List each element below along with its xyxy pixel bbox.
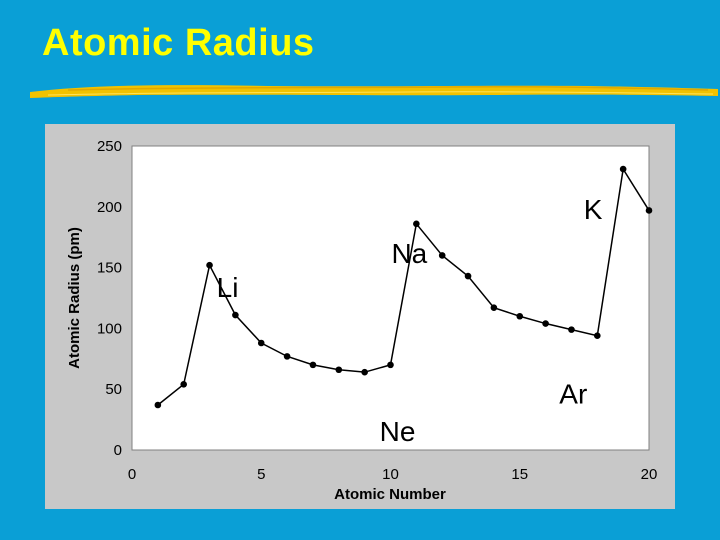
- series-points: [154, 165, 653, 409]
- annotation-li: Li: [217, 272, 239, 303]
- x-axis-title: Atomic Number: [334, 486, 446, 503]
- element-annotations: Li Ne Na Ar K: [217, 194, 603, 447]
- data-point-z17: [568, 326, 575, 333]
- data-point-z6: [283, 353, 291, 360]
- data-point-z2: [180, 381, 187, 388]
- y-axis-title: Atomic Radius (pm): [66, 227, 83, 369]
- y-tick-label-250: 250: [97, 138, 122, 155]
- data-point-z5: [257, 339, 265, 347]
- x-axis-ticks: 0 5 10 15 20: [128, 466, 658, 483]
- data-point-z1: [154, 401, 162, 409]
- data-point-z18: [594, 332, 601, 339]
- data-point-z12: [438, 252, 446, 259]
- data-point-z20: [645, 207, 653, 214]
- data-point-z14: [490, 304, 498, 312]
- slide-title: Atomic Radius: [42, 22, 315, 64]
- data-point-z13: [464, 272, 472, 280]
- data-point-z7: [309, 361, 317, 369]
- x-tick-label-0: 0: [128, 466, 136, 483]
- data-point-z16: [542, 320, 549, 327]
- plot-area: [131, 145, 650, 451]
- x-tick-label-20: 20: [641, 466, 658, 483]
- x-tick-label-15: 15: [511, 466, 528, 483]
- data-point-z8: [335, 366, 343, 374]
- data-point-z4: [232, 311, 239, 319]
- data-point-z11: [413, 220, 420, 228]
- annotation-ar: Ar: [559, 379, 587, 410]
- data-point-z3: [206, 261, 213, 269]
- data-point-z15: [516, 312, 524, 320]
- data-point-z19: [619, 165, 627, 173]
- x-tick-label-5: 5: [257, 466, 265, 483]
- y-axis-ticks: 0 50 100 150 200 250: [97, 138, 122, 459]
- y-tick-label-50: 50: [105, 381, 122, 398]
- x-tick-label-10: 10: [382, 466, 399, 483]
- annotation-ne: Ne: [380, 416, 416, 447]
- data-point-z10: [387, 361, 394, 369]
- annotation-na: Na: [391, 238, 427, 269]
- series-line: [157, 166, 650, 406]
- annotation-k: K: [584, 194, 603, 225]
- title-underline: [30, 85, 718, 98]
- y-tick-label-200: 200: [97, 199, 122, 216]
- data-point-z9: [361, 368, 368, 376]
- y-tick-label-100: 100: [97, 320, 122, 337]
- y-tick-label-0: 0: [114, 442, 122, 459]
- y-tick-label-150: 150: [97, 260, 122, 277]
